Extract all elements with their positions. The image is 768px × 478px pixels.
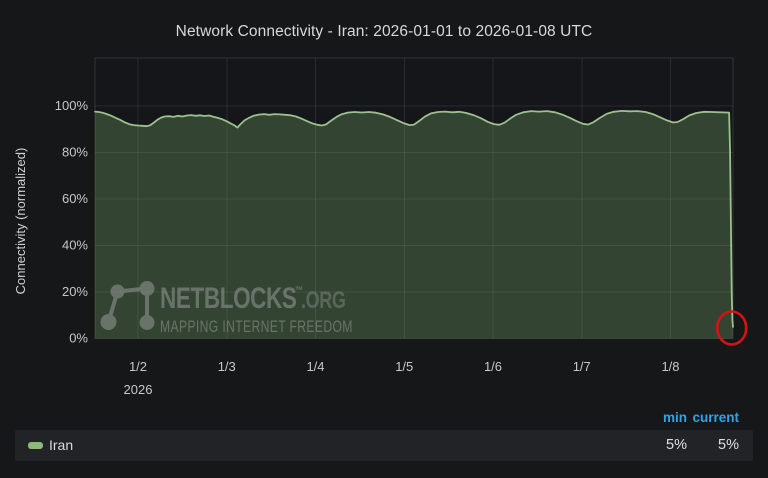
series-color-swatch[interactable]: [28, 442, 43, 449]
y-axis-ticks: 0% 20% 40% 60% 80% 100%: [55, 98, 89, 346]
outage-annotation-circle: [715, 310, 748, 346]
legend-header-current[interactable]: current: [692, 410, 739, 425]
y-axis-title: Connectivity (normalized): [13, 148, 28, 295]
trademark-symbol: ™: [295, 285, 303, 297]
x-tick-label: 1/5: [395, 359, 413, 374]
gridlines: [94, 57, 734, 339]
x-tick-label: 1/8: [661, 359, 679, 374]
x-year-label: 2026: [124, 382, 153, 397]
legend-header-min[interactable]: min: [662, 410, 687, 425]
connectivity-chart[interactable]: NETBLOCKS ™ .ORG MAPPING INTERNET FREEDO…: [0, 0, 768, 405]
x-tick-label: 1/3: [218, 359, 236, 374]
y-tick-label: 60%: [62, 191, 88, 206]
series-area-iran: [95, 110, 733, 339]
x-tick-label: 1/7: [573, 359, 591, 374]
series-label[interactable]: Iran: [49, 437, 74, 453]
chart-title: Network Connectivity - Iran: 2026-01-01 …: [175, 23, 593, 40]
y-tick-label: 0%: [69, 331, 88, 346]
y-tick-label: 100%: [55, 98, 89, 113]
netblocks-tagline: MAPPING INTERNET FREEDOM: [160, 318, 353, 336]
series-line-iran: [94, 110, 734, 328]
x-axis-ticks: 1/2 1/3 1/4 1/5 1/6 1/7 1/8 2026: [124, 359, 680, 397]
y-tick-label: 40%: [62, 238, 88, 253]
netblocks-logo-icon: [100, 281, 155, 330]
netblocks-watermark: NETBLOCKS ™ .ORG MAPPING INTERNET FREEDO…: [100, 281, 353, 337]
x-tick-label: 1/2: [129, 359, 147, 374]
x-tick-label: 1/6: [484, 359, 502, 374]
current-value: 5%: [718, 437, 739, 453]
netblocks-org-text: .ORG: [301, 288, 345, 314]
plot-background: [95, 58, 733, 339]
min-value: 5%: [666, 437, 687, 453]
y-tick-label: 80%: [62, 145, 88, 160]
x-tick-label: 1/4: [306, 359, 324, 374]
netblocks-brand-text: NETBLOCKS: [160, 281, 297, 315]
y-tick-label: 20%: [62, 284, 88, 299]
legend-row-iran[interactable]: Iran 5% 5%: [15, 430, 753, 461]
